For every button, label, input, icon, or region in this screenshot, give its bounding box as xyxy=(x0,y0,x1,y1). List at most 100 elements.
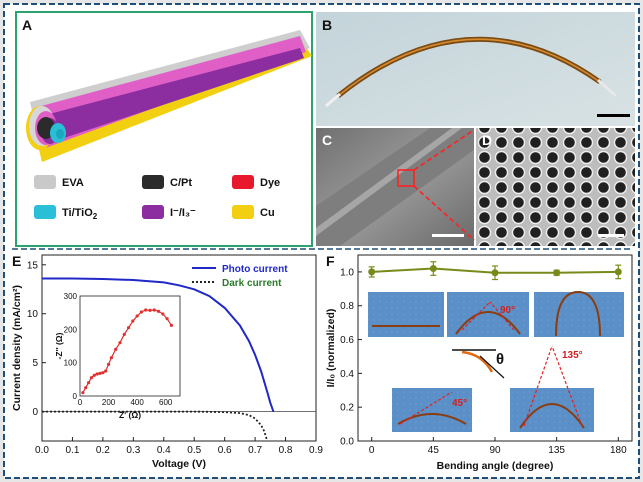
e-xtick-label: 0.3 xyxy=(126,445,140,456)
e-series-dark-current-line xyxy=(42,410,269,442)
bending-photos: θ 90° 135° 45° xyxy=(368,290,624,432)
panel-c-scale-bar xyxy=(432,234,464,237)
f-xtick-label: 90 xyxy=(489,445,501,456)
e-xtick-label: 0.9 xyxy=(309,445,323,456)
e-ytick-label: 0 xyxy=(32,407,38,418)
photo-180-degree xyxy=(534,292,624,337)
panel-f-ylabel: I/I₀ (normalized) xyxy=(325,309,337,388)
annotation-90: 90° xyxy=(500,305,515,316)
f-xtick-label: 45 xyxy=(428,445,440,456)
inset-ylabel: -Z'' (Ω) xyxy=(54,332,64,359)
zoom-line-bottom xyxy=(413,185,475,241)
inset-nyquist-point xyxy=(89,376,94,380)
panel-d-sem xyxy=(476,128,635,246)
e-legend-label: Photo current xyxy=(222,264,288,275)
panel-a-letter: A xyxy=(22,17,32,33)
layer-i-i3 xyxy=(34,48,304,146)
angle-line-135b xyxy=(551,345,583,427)
angle-line-45 xyxy=(399,391,453,425)
f-ytick-label: 0.2 xyxy=(340,403,354,414)
fiber-right-lead xyxy=(597,78,617,98)
annotation-135: 135° xyxy=(562,350,583,361)
panel-d-letter: D xyxy=(482,132,492,148)
panel-b-letter: B xyxy=(322,17,332,33)
f-xtick-label: 135 xyxy=(548,445,565,456)
legend-dye: Dye xyxy=(260,177,280,189)
legend-swatch-i-i3 xyxy=(142,205,164,219)
theta-diagram: θ xyxy=(452,349,505,379)
f-xtick-label: 0 xyxy=(369,445,375,456)
photo-0-degree xyxy=(368,292,444,337)
inset-ytick-label: 100 xyxy=(64,359,78,368)
annotation-45: 45° xyxy=(452,398,467,409)
inset-nyquist-point xyxy=(101,371,105,375)
inset-nyquist-point xyxy=(148,308,152,312)
zoom-line-top xyxy=(413,129,475,171)
inset-ytick-label: 300 xyxy=(64,292,78,301)
legend-swatch-eva xyxy=(34,175,56,189)
f-data-point xyxy=(491,269,499,277)
panel-b: B xyxy=(316,12,635,126)
fiber-bent-90 xyxy=(455,311,521,335)
angle-line-90a xyxy=(461,301,491,331)
e-ytick-label: 15 xyxy=(27,260,39,271)
inset-nyquist-point xyxy=(81,391,85,395)
panel-e-plot-area xyxy=(41,254,317,442)
e-xtick-label: 0.5 xyxy=(187,445,201,456)
inset-nyquist-point xyxy=(114,347,118,351)
legend-cpt: C/Pt xyxy=(170,177,192,189)
inset-nyquist-point xyxy=(169,323,174,327)
angle-line-135a xyxy=(523,345,553,427)
panel-c: C xyxy=(316,128,475,246)
inset-ytick-label: 0 xyxy=(73,392,78,401)
legend-eva: EVA xyxy=(62,177,84,189)
legend-ti-tio2: Ti/TiO2 xyxy=(62,207,98,221)
inset-nyquist-point xyxy=(135,314,139,318)
theta-symbol: θ xyxy=(496,351,504,368)
e-xtick-label: 0.6 xyxy=(218,445,232,456)
e-xtick-label: 0.0 xyxy=(35,445,49,456)
zoom-region-box xyxy=(397,169,415,187)
end-ti-core xyxy=(56,129,64,139)
f-ytick-label: 0.0 xyxy=(340,437,354,448)
angle-line-90b xyxy=(489,301,515,331)
inset-nyquist-point xyxy=(118,341,122,345)
panel-e-ylabel: Current density (mA/cm²) xyxy=(11,285,23,411)
photo-45-degree xyxy=(392,388,472,432)
inset-nyquist-point xyxy=(152,308,156,312)
panel-e-xlabel: Voltage (V) xyxy=(152,458,206,470)
panel-d: D xyxy=(476,128,635,246)
panel-f-letter: F xyxy=(326,253,335,269)
inset-nyquist-point xyxy=(98,371,102,375)
panel-a-legend: EVA Ti/TiO2 C/Pt I⁻/I₃⁻ Dye Cu xyxy=(34,175,280,221)
inset-xtick-label: 200 xyxy=(102,398,116,407)
f-ytick-label: 0.8 xyxy=(340,301,354,312)
f-ytick-label: 0.4 xyxy=(340,369,354,380)
e-series-photo-current-line xyxy=(42,277,275,412)
f-data-point xyxy=(429,265,437,273)
cable-illustration xyxy=(26,30,312,162)
inset-xtick-label: 0 xyxy=(78,398,83,407)
f-data-point xyxy=(368,268,376,276)
panel-f-chart: F 0 45 90 135 180 0.0 0.2 0.4 0.6 0.8 1.0 θ xyxy=(325,253,633,472)
inset-nyquist-point xyxy=(139,310,144,314)
e-legend-label: Dark current xyxy=(222,278,282,289)
panel-e-legend: Photo current Dark current xyxy=(192,264,288,289)
f-xtick-label: 180 xyxy=(610,445,627,456)
panel-e-chart: E 0.0 0.1 0.2 0.3 0.4 0.5 0.6 0.7 0.8 0.9 0 5 10 15 P… xyxy=(11,253,323,470)
inset-nyquist-point xyxy=(165,317,169,321)
legend-swatch-cu xyxy=(232,205,254,219)
inset-plot-area xyxy=(79,295,181,397)
nanotube-streak xyxy=(316,128,462,236)
legend-swatch-dye xyxy=(232,175,254,189)
inset-nyquist-point xyxy=(95,372,99,376)
f-data-point xyxy=(553,269,561,277)
inset-nyquist-point xyxy=(156,309,161,313)
f-ytick-label: 0.6 xyxy=(340,335,354,346)
panel-c-letter: C xyxy=(322,132,332,148)
legend-i-i3: I⁻/I₃⁻ xyxy=(170,207,196,219)
panel-e-letter: E xyxy=(12,253,21,269)
inset-nyquist-point xyxy=(126,326,131,330)
inset-nyquist-point xyxy=(104,369,108,373)
inset-ytick-label: 200 xyxy=(64,325,78,334)
